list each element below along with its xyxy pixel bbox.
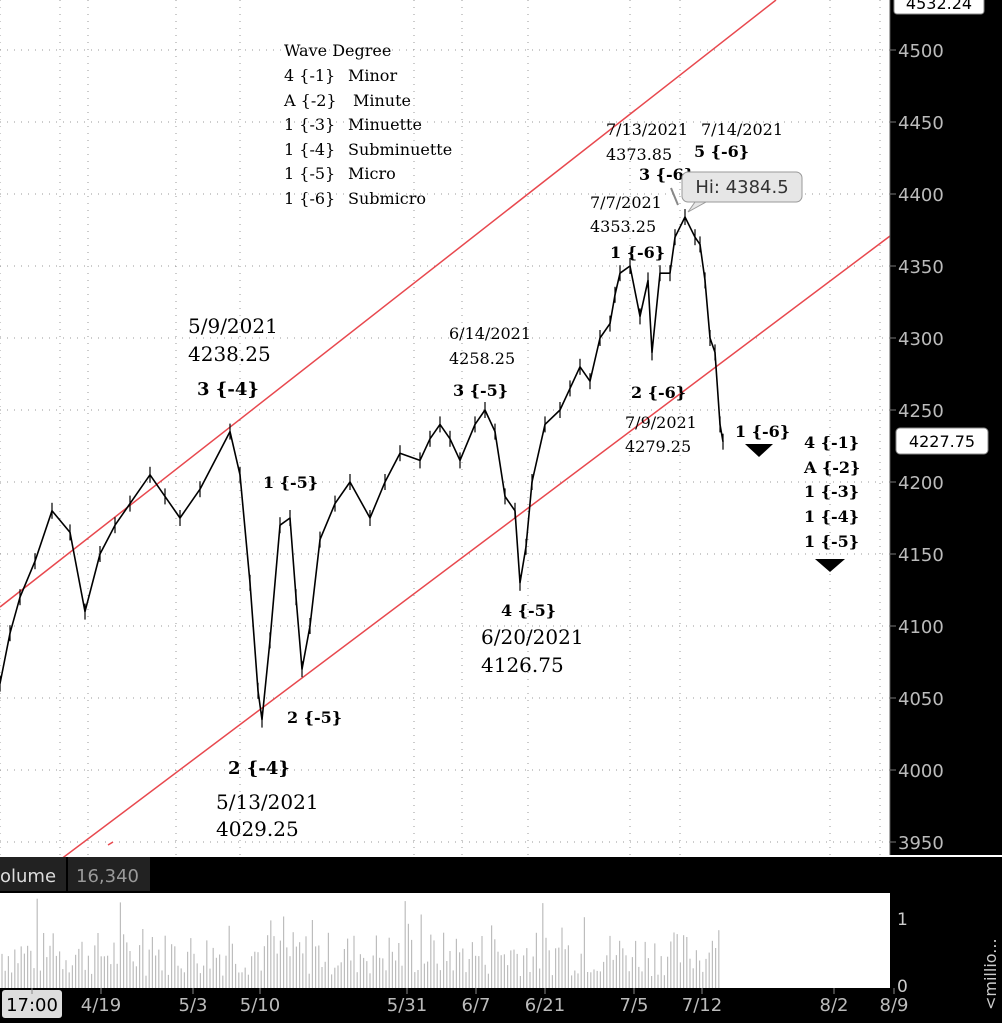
- price-tick-label: 4350: [898, 257, 944, 278]
- degree-stack-label: A {-2}: [803, 458, 860, 477]
- volume-axis: [890, 857, 1002, 1023]
- wave-degree-legend: Wave Degree 4 {-1} Minor A {-2} Minute 1…: [283, 41, 452, 208]
- wave-label: 1 {-6}: [610, 243, 665, 262]
- price-tick-label: 4050: [898, 689, 944, 710]
- price-tick-label: 4500: [898, 41, 944, 62]
- time-tick-label: 4/19: [81, 995, 121, 1016]
- high-callout: [681, 171, 803, 203]
- pivot-price: 4373.85: [606, 145, 672, 164]
- legend-degree-name: Minuette: [348, 115, 422, 134]
- legend-degree-name: Minute: [353, 91, 411, 110]
- legend-title: Wave Degree: [284, 41, 391, 60]
- price-series: [0, 209, 724, 728]
- price-tick-label: 4100: [898, 617, 944, 638]
- pivot-date: 6/20/2021: [481, 625, 584, 649]
- time-cursor-badge: [2, 990, 62, 1018]
- volume-title: olume: [0, 866, 56, 887]
- legend-degree-name: Subminuette: [348, 140, 452, 159]
- down-arrow-icon: [745, 444, 773, 457]
- price-tick-label: 4000: [898, 761, 944, 782]
- high-callout-text: Hi: 4384.5: [695, 177, 788, 198]
- legend-code: 1 {-4}: [284, 140, 335, 159]
- top-price-badge: [893, 0, 985, 15]
- price-tick-label: 4450: [898, 113, 944, 134]
- legend-code: 1 {-3}: [284, 115, 335, 134]
- wave-label: 2 {-6}: [631, 383, 686, 402]
- pivot-price: 4279.25: [625, 437, 691, 456]
- time-tick-label: 8/9: [880, 995, 909, 1016]
- wave-label: 2 {-5}: [287, 708, 342, 727]
- wave-label: 3 {-5}: [453, 381, 508, 400]
- last-price-label: 4227.75: [909, 432, 975, 451]
- pivot-date: 7/13/2021: [606, 120, 688, 139]
- volume-bars: [1, 898, 720, 988]
- time-tick-label: 6/7: [462, 995, 491, 1016]
- wave-label: 1 {-6}: [735, 422, 790, 441]
- price-tick-label: 4400: [898, 185, 944, 206]
- volume-unit: <millio...: [981, 938, 1000, 1010]
- price-tick-label: 4150: [898, 545, 944, 566]
- pivot-price: 4029.25: [216, 817, 299, 841]
- price-tick-label: 4250: [898, 401, 944, 422]
- pivot-date: 6/14/2021: [449, 324, 531, 343]
- time-tick-label: 5/31: [387, 995, 427, 1016]
- price-line: [0, 216, 724, 721]
- wave-label: 4 {-5}: [501, 601, 556, 620]
- legend-code: 4 {-1}: [284, 66, 335, 85]
- price-panel: [0, 0, 890, 855]
- pivot-price: 4353.25: [590, 217, 656, 236]
- wave-label: 3 {-4}: [197, 379, 259, 400]
- wave-label: 2 {-4}: [228, 758, 290, 779]
- pivot-date: 7/7/2021: [590, 193, 662, 212]
- base-channel-segment: [107, 841, 114, 846]
- price-tick-label: 4200: [898, 473, 944, 494]
- volume-tick-0: 0: [897, 977, 908, 997]
- legend-code: 1 {-6}: [284, 189, 335, 208]
- legend-code: A {-2}: [283, 91, 337, 110]
- down-arrow-icon: [815, 559, 845, 572]
- top-price-label: 4532.24: [906, 0, 972, 13]
- time-tick-label: 5/10: [240, 995, 280, 1016]
- time-axis: [0, 988, 890, 1023]
- pivot-date: 7/9/2021: [625, 413, 697, 432]
- pivot-price: 4126.75: [481, 653, 564, 677]
- degree-stack-label: 1 {-3}: [804, 482, 859, 501]
- time-tick-label: 17:00: [6, 995, 58, 1016]
- legend-code: 1 {-5}: [284, 164, 335, 183]
- pivot-price: 4238.25: [188, 342, 271, 366]
- time-axis-ticks: 17:00 4/19 5/3 5/10 5/31 6/7 6/21 7/5 7/12 8/2 8/9: [2, 988, 908, 1018]
- degree-stack-label: 4 {-1}: [804, 433, 859, 452]
- grid: [0, 0, 890, 855]
- price-tick-label: 3950: [898, 833, 944, 854]
- legend-degree-name: Minor: [348, 66, 397, 85]
- pivot-date: 5/13/2021: [216, 790, 319, 814]
- price-tick-label: 4300: [898, 329, 944, 350]
- time-tick-label: 5/3: [179, 995, 208, 1016]
- degree-stack-label: 1 {-5}: [804, 532, 859, 551]
- wave-label: 5 {-6}: [694, 142, 749, 161]
- pivot-price: 4258.25: [449, 349, 515, 368]
- volume-value: 16,340: [76, 866, 139, 887]
- volume-panel: [0, 893, 890, 988]
- price-axis-ticks: 4500 4450 4400 4350 4300 4250 4200 4150 4100 4050…: [890, 41, 944, 854]
- pivot-date: 5/9/2021: [188, 314, 278, 338]
- wave-label: 1 {-5}: [263, 473, 318, 492]
- wave-annotations: 5/9/2021 4238.25 3 {-4} 1 {-5} 2 {-5} 2 …: [188, 120, 860, 841]
- time-tick-label: 8/2: [820, 995, 849, 1016]
- pivot-date: 7/14/2021: [701, 120, 783, 139]
- legend-degree-name: Submicro: [348, 189, 426, 208]
- degree-stack-label: 1 {-4}: [804, 507, 859, 526]
- legend-degree-name: Micro: [348, 164, 396, 183]
- time-tick-label: 7/12: [682, 995, 722, 1016]
- last-price-badge: [895, 427, 989, 455]
- time-tick-label: 7/5: [620, 995, 649, 1016]
- lower-channel-line: [0, 235, 891, 906]
- volume-tick-1: 1: [897, 910, 908, 930]
- wave-label: 3 {-6}: [639, 165, 694, 184]
- time-tick-label: 6/21: [525, 995, 565, 1016]
